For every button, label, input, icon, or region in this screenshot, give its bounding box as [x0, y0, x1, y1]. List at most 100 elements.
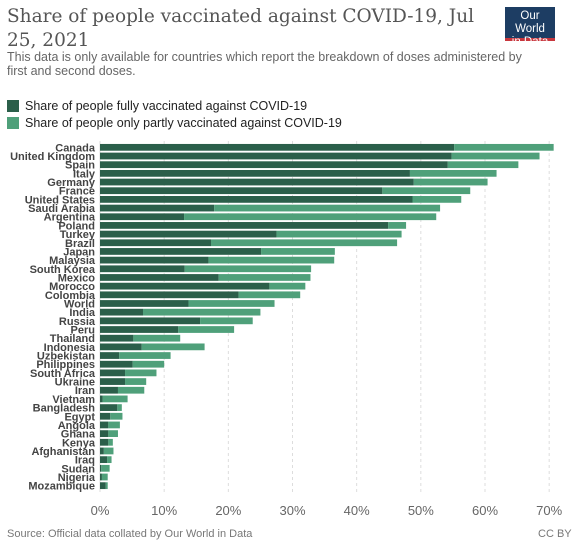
legend-label-full: Share of people fully vaccinated against…	[25, 98, 308, 113]
bar-partly-vaccinated	[142, 308, 261, 316]
bar-fully-vaccinated	[100, 421, 109, 429]
x-tick-label: 30%	[279, 503, 305, 518]
bar-fully-vaccinated	[100, 326, 179, 333]
bar-fully-vaccinated	[100, 265, 185, 273]
category-label: Egypt	[64, 411, 95, 423]
bar-partly-vaccinated	[107, 456, 112, 464]
bar-partly-vaccinated	[108, 430, 118, 437]
chart-subtitle: This data is only available for countrie…	[7, 50, 522, 78]
bar-fully-vaccinated	[100, 404, 118, 411]
category-label: Peru	[71, 325, 95, 337]
bar-fully-vaccinated	[100, 143, 455, 151]
x-tick-label: 50%	[408, 503, 434, 518]
category-label: France	[59, 186, 95, 198]
category-label: Poland	[58, 220, 95, 232]
bar-fully-vaccinated	[100, 447, 104, 455]
bar-partly-vaccinated	[454, 143, 554, 151]
bar-partly-vaccinated	[276, 230, 402, 238]
bar-partly-vaccinated	[188, 300, 275, 307]
bar-partly-vaccinated	[108, 438, 113, 446]
bar-partly-vaccinated	[447, 161, 519, 169]
bar-partly-vaccinated	[102, 395, 128, 403]
bar-fully-vaccinated	[100, 343, 142, 351]
category-label: Ghana	[61, 429, 96, 441]
bar-partly-vaccinated	[211, 239, 398, 247]
category-label: South Africa	[30, 368, 96, 380]
bar-fully-vaccinated	[100, 430, 109, 437]
x-tick-label: 70%	[536, 503, 562, 518]
category-label: Sudan	[61, 463, 95, 475]
category-label: United States	[25, 194, 95, 206]
bar-fully-vaccinated	[100, 204, 215, 212]
bar-partly-vaccinated	[184, 265, 312, 273]
legend-item-partial[interactable]: Share of people only partly vaccinated a…	[7, 114, 342, 131]
bar-fully-vaccinated	[100, 378, 126, 385]
category-label: Mozambique	[28, 481, 95, 493]
owid-logo[interactable]: Our World in Data	[505, 7, 555, 48]
category-label: Angola	[58, 420, 96, 432]
legend-label-partial: Share of people only partly vaccinated a…	[25, 115, 342, 130]
category-label: World	[64, 298, 95, 310]
bar-partly-vaccinated	[132, 360, 165, 368]
bar-partly-vaccinated	[184, 213, 437, 221]
bar-fully-vaccinated	[100, 456, 108, 464]
legend-swatch-full	[7, 99, 19, 112]
bar-partly-vaccinated	[261, 248, 335, 255]
bar-fully-vaccinated	[100, 386, 118, 394]
category-label: Ukraine	[55, 377, 95, 389]
category-label: Colombia	[45, 290, 96, 302]
bar-fully-vaccinated	[100, 230, 277, 238]
category-label: South Korea	[30, 264, 96, 276]
bar-fully-vaccinated	[100, 473, 102, 481]
category-label: Italy	[73, 168, 96, 180]
category-label: Germany	[47, 177, 96, 189]
bar-partly-vaccinated	[214, 204, 441, 212]
legend-swatch-partial	[7, 116, 19, 129]
bar-fully-vaccinated	[100, 464, 102, 472]
category-label: Vietnam	[52, 394, 95, 406]
x-tick-label: 20%	[215, 503, 241, 518]
bar-fully-vaccinated	[100, 482, 106, 490]
bar-partly-vaccinated	[451, 152, 540, 160]
bar-fully-vaccinated	[100, 239, 212, 247]
category-label: Malaysia	[49, 255, 96, 267]
category-label: Russia	[59, 316, 96, 328]
category-label: Bangladesh	[33, 403, 96, 415]
bar-partly-vaccinated	[108, 421, 120, 429]
bar-fully-vaccinated	[100, 360, 133, 368]
bar-fully-vaccinated	[100, 256, 209, 264]
category-label: Iran	[75, 385, 95, 397]
logo-line-1: Our World	[515, 10, 545, 35]
bar-partly-vaccinated	[110, 412, 123, 420]
category-label: Brazil	[65, 238, 95, 250]
bar-partly-vaccinated	[117, 386, 145, 394]
bar-fully-vaccinated	[100, 352, 120, 359]
category-label: Philippines	[36, 359, 95, 371]
bar-partly-vaccinated	[119, 352, 171, 359]
legend-item-full[interactable]: Share of people fully vaccinated against…	[7, 97, 342, 114]
bar-fully-vaccinated	[100, 161, 448, 169]
bar-partly-vaccinated	[101, 473, 108, 481]
bar-fully-vaccinated	[100, 178, 414, 186]
bar-partly-vaccinated	[125, 369, 157, 377]
logo-line-2: in Data	[511, 36, 549, 48]
category-label: Afghanistan	[31, 446, 95, 458]
category-label: Iraq	[75, 455, 95, 467]
chart-title: Share of people vaccinated against COVID…	[7, 6, 475, 51]
category-label: Canada	[55, 142, 96, 154]
bar-fully-vaccinated	[100, 213, 185, 221]
bar-partly-vaccinated	[413, 178, 488, 186]
bar-fully-vaccinated	[100, 222, 389, 229]
bar-partly-vaccinated	[412, 196, 462, 203]
bar-fully-vaccinated	[100, 369, 126, 377]
bar-fully-vaccinated	[100, 274, 219, 281]
bar-fully-vaccinated	[100, 438, 109, 446]
license-link[interactable]: CC BY	[538, 528, 572, 540]
category-label: Japan	[63, 246, 95, 258]
category-label: Morocco	[49, 281, 95, 293]
x-tick-label: 0%	[91, 503, 110, 518]
bar-partly-vaccinated	[208, 256, 335, 264]
bar-fully-vaccinated	[100, 196, 413, 203]
category-label: Turkey	[60, 229, 96, 241]
